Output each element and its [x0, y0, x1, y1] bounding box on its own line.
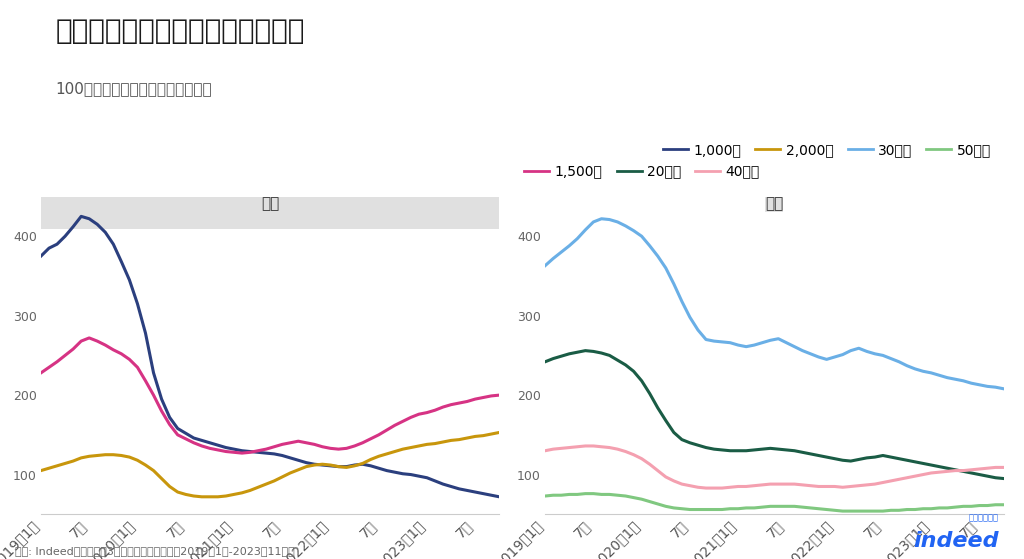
Legend: 1,500円, 20万円, 40万円: 1,500円, 20万円, 40万円	[518, 159, 766, 184]
Text: 月給: 月給	[765, 197, 783, 211]
Text: 従来よりも高い賃金の検索が増加: 従来よりも高い賃金の検索が増加	[55, 17, 305, 45]
Text: インディード: インディード	[969, 514, 998, 523]
Text: 出所: Indeed。データは3ヶ月移動平均。期間は2019年1月-2023年11月。: 出所: Indeed。データは3ヶ月移動平均。期間は2019年1月-2023年1…	[15, 546, 295, 556]
Text: 100万件あたりの賃金関連の検索数: 100万件あたりの賃金関連の検索数	[55, 81, 212, 96]
Text: 時給: 時給	[261, 197, 280, 211]
Text: indeed: indeed	[913, 530, 998, 551]
Bar	[41, 197, 500, 229]
